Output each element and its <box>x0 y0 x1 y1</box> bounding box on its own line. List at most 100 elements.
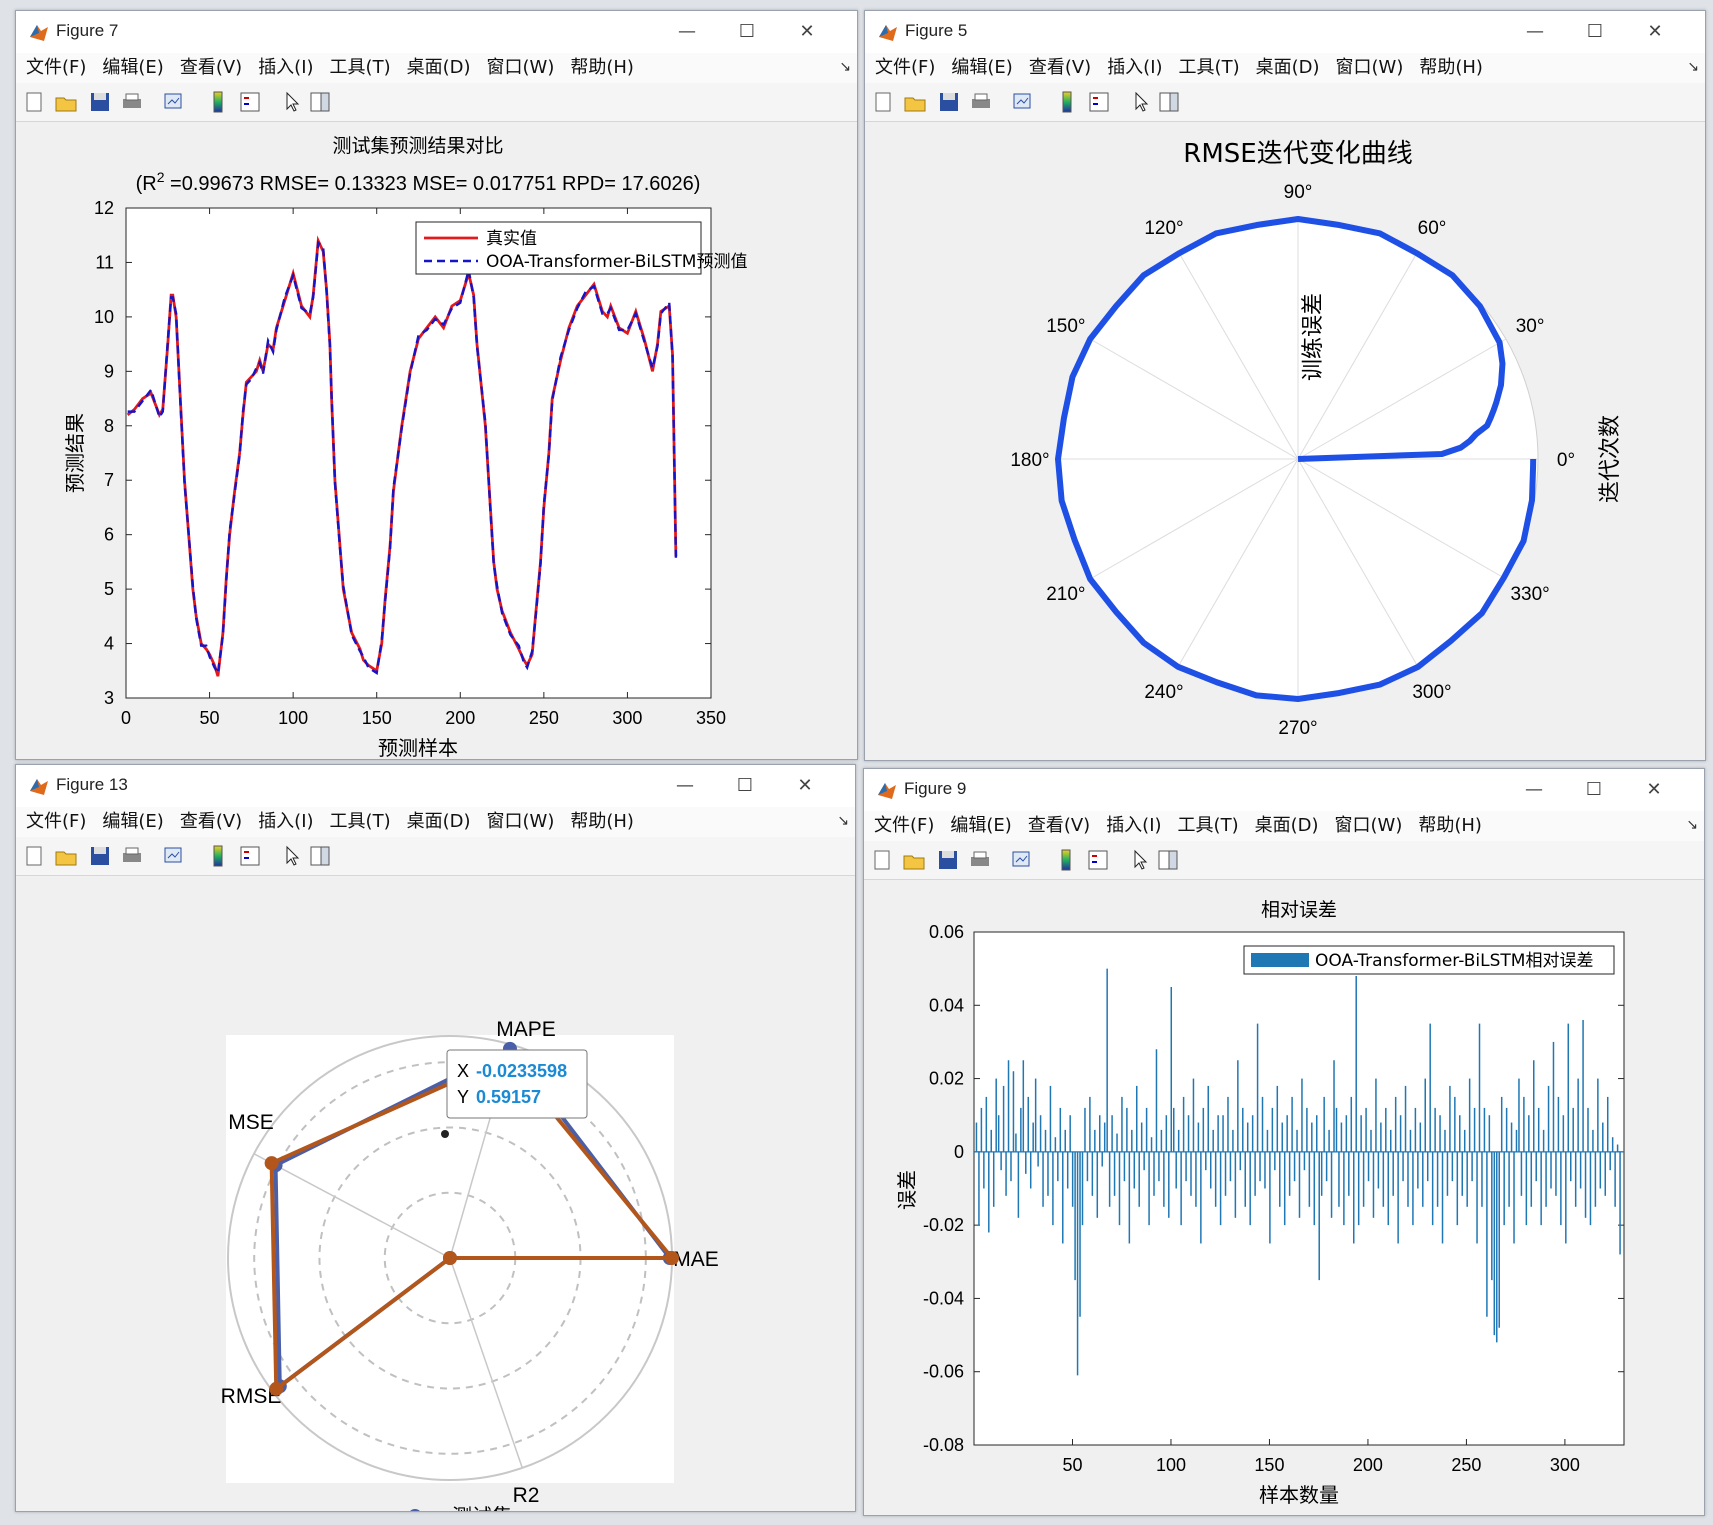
new-figure-icon[interactable] <box>22 844 46 868</box>
open-file-icon[interactable] <box>54 90 78 114</box>
print-icon[interactable] <box>969 90 993 114</box>
line-chart[interactable]: 测试集预测结果对比 (R2 =0.99673 RMSE= 0.13323 MSE=… <box>16 122 857 760</box>
menu-item-5[interactable]: 桌面(D) <box>406 57 471 78</box>
legend-icon[interactable] <box>1087 90 1111 114</box>
title-bar[interactable]: Figure 7 — ☐ ✕ <box>16 11 857 53</box>
legend-icon[interactable] <box>1086 848 1110 872</box>
menu-item-3[interactable]: 插入(I) <box>1107 57 1163 78</box>
close-icon[interactable]: ✕ <box>797 775 813 796</box>
menu-item-4[interactable]: 工具(T) <box>329 57 391 78</box>
minimize-icon[interactable]: — <box>678 21 696 42</box>
menu-item-6[interactable]: 窗口(W) <box>486 811 555 832</box>
pointer-icon[interactable] <box>280 90 304 114</box>
radar-point[interactable] <box>269 1381 284 1396</box>
figure-5-window[interactable]: Figure 5 — ☐ ✕ 文件(F) 编辑(E) 查看(V) 插入(I) 工具(T)… <box>864 10 1706 761</box>
minimize-icon[interactable]: — <box>1525 779 1543 800</box>
minimize-icon[interactable]: — <box>676 775 694 796</box>
menu-item-4[interactable]: 工具(T) <box>1178 57 1240 78</box>
menu-item-0[interactable]: 文件(F) <box>26 811 87 832</box>
new-figure-icon[interactable] <box>22 90 46 114</box>
figure-9-window[interactable]: Figure 9 — ☐ ✕ 文件(F) 编辑(E) 查看(V) 插入(I) 工具(T)… <box>863 768 1705 1516</box>
polar-chart[interactable]: RMSE迭代变化曲线 0° 30° 60° 90° 120° 150° 180° 210° 240… <box>865 122 1705 760</box>
maximize-icon[interactable]: ☐ <box>736 775 754 796</box>
radar-point[interactable] <box>665 1251 679 1265</box>
menu-item-5[interactable]: 桌面(D) <box>1255 57 1320 78</box>
datatip-box[interactable] <box>446 1049 588 1119</box>
open-file-icon[interactable] <box>54 844 78 868</box>
menu-item-2[interactable]: 查看(V) <box>179 57 243 78</box>
maximize-icon[interactable]: ☐ <box>738 21 756 42</box>
menu-item-1[interactable]: 编辑(E) <box>102 57 164 78</box>
menu-item-2[interactable]: 查看(V) <box>179 811 243 832</box>
title-bar[interactable]: Figure 9 — ☐ ✕ <box>864 769 1704 811</box>
menu-item-6[interactable]: 窗口(W) <box>1334 815 1403 836</box>
link-plot-icon[interactable] <box>162 844 186 868</box>
open-file-icon[interactable] <box>903 90 927 114</box>
colorbar-icon[interactable] <box>206 90 230 114</box>
menu-item-0[interactable]: 文件(F) <box>26 57 87 78</box>
menu-item-3[interactable]: 插入(I) <box>1106 815 1162 836</box>
close-icon[interactable]: ✕ <box>799 21 815 42</box>
menu-item-2[interactable]: 查看(V) <box>1027 815 1091 836</box>
radar-point[interactable] <box>264 1156 279 1171</box>
title-bar[interactable]: Figure 5 — ☐ ✕ <box>865 11 1705 53</box>
radar-point[interactable] <box>443 1251 457 1265</box>
save-icon[interactable] <box>88 844 112 868</box>
menu-item-7[interactable]: 帮助(H) <box>1418 815 1482 836</box>
print-icon[interactable] <box>120 844 144 868</box>
figure-7-window[interactable]: Figure 7 — ☐ ✕ 文件(F) 编辑(E) 查看(V) 插入(I) 工具(T)… <box>15 10 858 760</box>
new-figure-icon[interactable] <box>871 90 895 114</box>
pointer-icon[interactable] <box>280 844 304 868</box>
pointer-icon[interactable] <box>1129 90 1153 114</box>
menu-item-6[interactable]: 窗口(W) <box>486 57 555 78</box>
minimize-icon[interactable]: — <box>1526 21 1544 42</box>
save-icon[interactable] <box>936 848 960 872</box>
menu-item-7[interactable]: 帮助(H) <box>1419 57 1483 78</box>
print-icon[interactable] <box>968 848 992 872</box>
menu-item-1[interactable]: 编辑(E) <box>102 811 164 832</box>
menu-item-6[interactable]: 窗口(W) <box>1335 57 1404 78</box>
maximize-icon[interactable]: ☐ <box>1585 779 1603 800</box>
colorbar-icon[interactable] <box>206 844 230 868</box>
legend-icon[interactable] <box>238 844 262 868</box>
menu-item-5[interactable]: 桌面(D) <box>1254 815 1319 836</box>
menu-item-5[interactable]: 桌面(D) <box>406 811 471 832</box>
dock-icon[interactable]: ↘ <box>839 59 851 75</box>
menu-item-0[interactable]: 文件(F) <box>875 57 936 78</box>
link-plot-icon[interactable] <box>162 90 186 114</box>
print-icon[interactable] <box>120 90 144 114</box>
pointer-icon[interactable] <box>1128 848 1152 872</box>
menu-item-7[interactable]: 帮助(H) <box>570 57 634 78</box>
menu-item-1[interactable]: 编辑(E) <box>950 815 1012 836</box>
property-inspector-icon[interactable] <box>1157 90 1181 114</box>
title-bar[interactable]: Figure 13 — ☐ ✕ <box>16 765 855 807</box>
menu-item-0[interactable]: 文件(F) <box>874 815 935 836</box>
menu-item-4[interactable]: 工具(T) <box>329 811 391 832</box>
property-inspector-icon[interactable] <box>1156 848 1180 872</box>
colorbar-icon[interactable] <box>1055 90 1079 114</box>
close-icon[interactable]: ✕ <box>1647 21 1663 42</box>
close-icon[interactable]: ✕ <box>1646 779 1662 800</box>
menu-item-2[interactable]: 查看(V) <box>1028 57 1092 78</box>
dock-icon[interactable]: ↘ <box>1686 817 1698 833</box>
menu-item-3[interactable]: 插入(I) <box>258 811 314 832</box>
menu-item-7[interactable]: 帮助(H) <box>570 811 634 832</box>
link-plot-icon[interactable] <box>1010 848 1034 872</box>
colorbar-icon[interactable] <box>1054 848 1078 872</box>
bar-chart[interactable]: 相对误差 50 100 150 200 250 300 -0.08 -0.06 -0.04 -0.0… <box>864 880 1704 1515</box>
new-figure-icon[interactable] <box>870 848 894 872</box>
menu-item-4[interactable]: 工具(T) <box>1177 815 1239 836</box>
menu-item-1[interactable]: 编辑(E) <box>951 57 1013 78</box>
link-plot-icon[interactable] <box>1011 90 1035 114</box>
save-icon[interactable] <box>88 90 112 114</box>
property-inspector-icon[interactable] <box>308 844 332 868</box>
radar-chart[interactable]: MAEMAPEMSERMSER2X-0.0233598Y0.59157测试集训练… <box>16 876 855 1525</box>
figure-13-window[interactable]: Figure 13 — ☐ ✕ 文件(F) 编辑(E) 查看(V) 插入(I) 工具(T… <box>15 764 856 1525</box>
save-icon[interactable] <box>937 90 961 114</box>
legend-icon[interactable] <box>238 90 262 114</box>
open-file-icon[interactable] <box>902 848 926 872</box>
menu-item-3[interactable]: 插入(I) <box>258 57 314 78</box>
maximize-icon[interactable]: ☐ <box>1586 21 1604 42</box>
property-inspector-icon[interactable] <box>308 90 332 114</box>
dock-icon[interactable]: ↘ <box>1687 59 1699 75</box>
